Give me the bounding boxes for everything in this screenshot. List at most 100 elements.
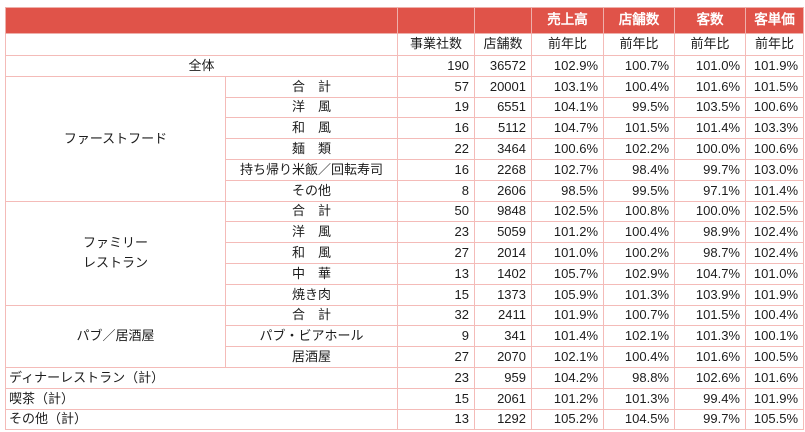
table-row: 和 風 16 5112 104.7% 101.5% 101.4% 103.3% <box>6 117 804 140</box>
cell-value: 102.1% <box>531 346 604 368</box>
cell-value: 97.1% <box>674 179 746 202</box>
table-row: 和 風 27 2014 101.0% 100.2% 98.7% 102.4% <box>6 242 804 264</box>
cell-value: 100.4% <box>603 221 675 244</box>
header-group-spend: 客単価 <box>745 7 804 34</box>
cell-value: 100.1% <box>745 325 804 348</box>
table-row: ファーストフード 合 計 57 20001 103.1% 100.4% 101.… <box>5 75 804 202</box>
cell-category-family-restaurant: ファミリー レストラン <box>5 200 226 306</box>
cell-subcategory: 合 計 <box>225 200 398 223</box>
table-row: パブ・ビアホール 9 341 101.4% 102.1% 101.3% 100.… <box>6 325 804 348</box>
table-row: 焼き肉 15 1373 105.9% 101.3% 103.9% 101.9% <box>6 283 804 306</box>
cell-value: 13 <box>397 262 475 285</box>
cell-category-cafe-total: 喫茶（計） <box>5 387 398 410</box>
cell-category-total: 全体 <box>5 55 398 77</box>
cell-value: 100.0% <box>674 200 746 223</box>
cell-value: 98.9% <box>674 221 746 244</box>
cell-value: 101.4% <box>745 179 804 202</box>
cell-value: 15 <box>397 387 475 410</box>
subheader-companies: 事業社数 <box>397 33 475 56</box>
cell-value: 50 <box>397 200 475 223</box>
cell-value: 15 <box>397 283 475 306</box>
header-blank-companies <box>397 7 475 34</box>
cell-value: 23 <box>397 221 475 244</box>
cell-value: 27 <box>397 242 475 264</box>
cell-subcategory: 合 計 <box>225 75 398 98</box>
cell-value: 23 <box>397 366 475 389</box>
header-sub-row: 事業社数 店舗数 前年比 前年比 前年比 前年比 <box>5 33 804 56</box>
cell-value: 100.8% <box>603 200 675 223</box>
cell-subcategory: 和 風 <box>225 242 398 264</box>
cell-value: 2268 <box>474 158 532 181</box>
cell-value: 100.2% <box>603 242 675 264</box>
cell-value: 101.5% <box>603 117 675 140</box>
cell-category-dinner-total: ディナーレストラン（計） <box>5 366 398 389</box>
cell-value: 103.0% <box>745 158 804 181</box>
cell-value: 2411 <box>474 304 532 327</box>
cell-value: 101.2% <box>531 387 604 410</box>
cell-subcategory: 麺 類 <box>225 138 398 160</box>
cell-value: 98.4% <box>603 158 675 181</box>
cell-value: 102.4% <box>745 242 804 264</box>
cell-value: 9 <box>397 325 475 348</box>
cell-value: 341 <box>474 325 532 348</box>
cell-value: 101.3% <box>603 387 675 410</box>
cell-value: 105.9% <box>531 283 604 306</box>
header-group-stores: 店舗数 <box>603 7 675 34</box>
cell-subcategory: 中 華 <box>225 262 398 285</box>
cell-value: 103.9% <box>674 283 746 306</box>
cell-value: 103.5% <box>674 96 746 119</box>
cell-value: 959 <box>474 366 532 389</box>
cell-value: 101.3% <box>674 325 746 348</box>
cell-value: 8 <box>397 179 475 202</box>
cell-value: 36572 <box>474 55 532 77</box>
cell-value: 99.7% <box>674 158 746 181</box>
cell-value: 16 <box>397 117 475 140</box>
header-group-customers: 客数 <box>674 7 746 34</box>
cell-value: 99.5% <box>603 179 675 202</box>
cell-value: 103.3% <box>745 117 804 140</box>
cell-value: 3464 <box>474 138 532 160</box>
cell-value: 99.4% <box>674 387 746 410</box>
cell-value: 1402 <box>474 262 532 285</box>
cell-value: 101.6% <box>674 75 746 98</box>
cell-value: 98.7% <box>674 242 746 264</box>
subheader-customers-yoy: 前年比 <box>674 33 746 56</box>
table-row-dinner-total: ディナーレストラン（計） 23 959 104.2% 98.8% 102.6% … <box>5 366 804 389</box>
cell-value: 100.4% <box>603 75 675 98</box>
cell-value: 101.5% <box>745 75 804 98</box>
table-row: ファミリー レストラン 合 計 50 9848 102.5% 100.8% 10… <box>5 200 804 306</box>
header-group-row: 売上高 店舗数 客数 客単価 <box>5 7 804 34</box>
cell-value: 2606 <box>474 179 532 202</box>
table-row-other-total: その他（計） 13 1292 105.2% 104.5% 99.7% 105.5… <box>5 408 804 431</box>
table-row-total: 全体 190 36572 102.9% 100.7% 101.0% 101.9% <box>5 55 804 77</box>
cell-value: 101.4% <box>674 117 746 140</box>
cell-subcategory: 焼き肉 <box>225 283 398 306</box>
cell-category-fastfood: ファーストフード <box>5 75 226 202</box>
cell-value: 101.0% <box>745 262 804 285</box>
cell-value: 101.6% <box>674 346 746 368</box>
cell-value: 102.6% <box>674 366 746 389</box>
table-row: 洋 風 23 5059 101.2% 100.4% 98.9% 102.4% <box>6 221 804 244</box>
subheader-blank <box>5 33 398 56</box>
cell-value: 101.2% <box>531 221 604 244</box>
cell-value: 99.5% <box>603 96 675 119</box>
cell-value: 105.5% <box>745 408 804 431</box>
subheader-stores: 店舗数 <box>474 33 532 56</box>
cell-value: 102.9% <box>603 262 675 285</box>
cell-value: 19 <box>397 96 475 119</box>
cell-value: 101.9% <box>531 304 604 327</box>
report-page: 売上高 店舗数 客数 客単価 事業社数 店舗数 前年比 前年比 前年比 前年比 … <box>5 7 804 431</box>
cell-value: 16 <box>397 158 475 181</box>
cell-value: 190 <box>397 55 475 77</box>
foodservice-stats-table: 売上高 店舗数 客数 客単価 事業社数 店舗数 前年比 前年比 前年比 前年比 … <box>5 7 804 431</box>
cell-value: 6551 <box>474 96 532 119</box>
cell-value: 104.7% <box>674 262 746 285</box>
cell-subcategory: 持ち帰り米飯／回転寿司 <box>225 158 398 181</box>
table-row: 持ち帰り米飯／回転寿司 16 2268 102.7% 98.4% 99.7% 1… <box>6 158 804 181</box>
cell-value: 98.5% <box>531 179 604 202</box>
cell-value: 101.6% <box>745 366 804 389</box>
cell-value: 100.4% <box>745 304 804 327</box>
table-row: 洋 風 19 6551 104.1% 99.5% 103.5% 100.6% <box>6 96 804 119</box>
cell-value: 101.0% <box>531 242 604 264</box>
cell-value: 13 <box>397 408 475 431</box>
